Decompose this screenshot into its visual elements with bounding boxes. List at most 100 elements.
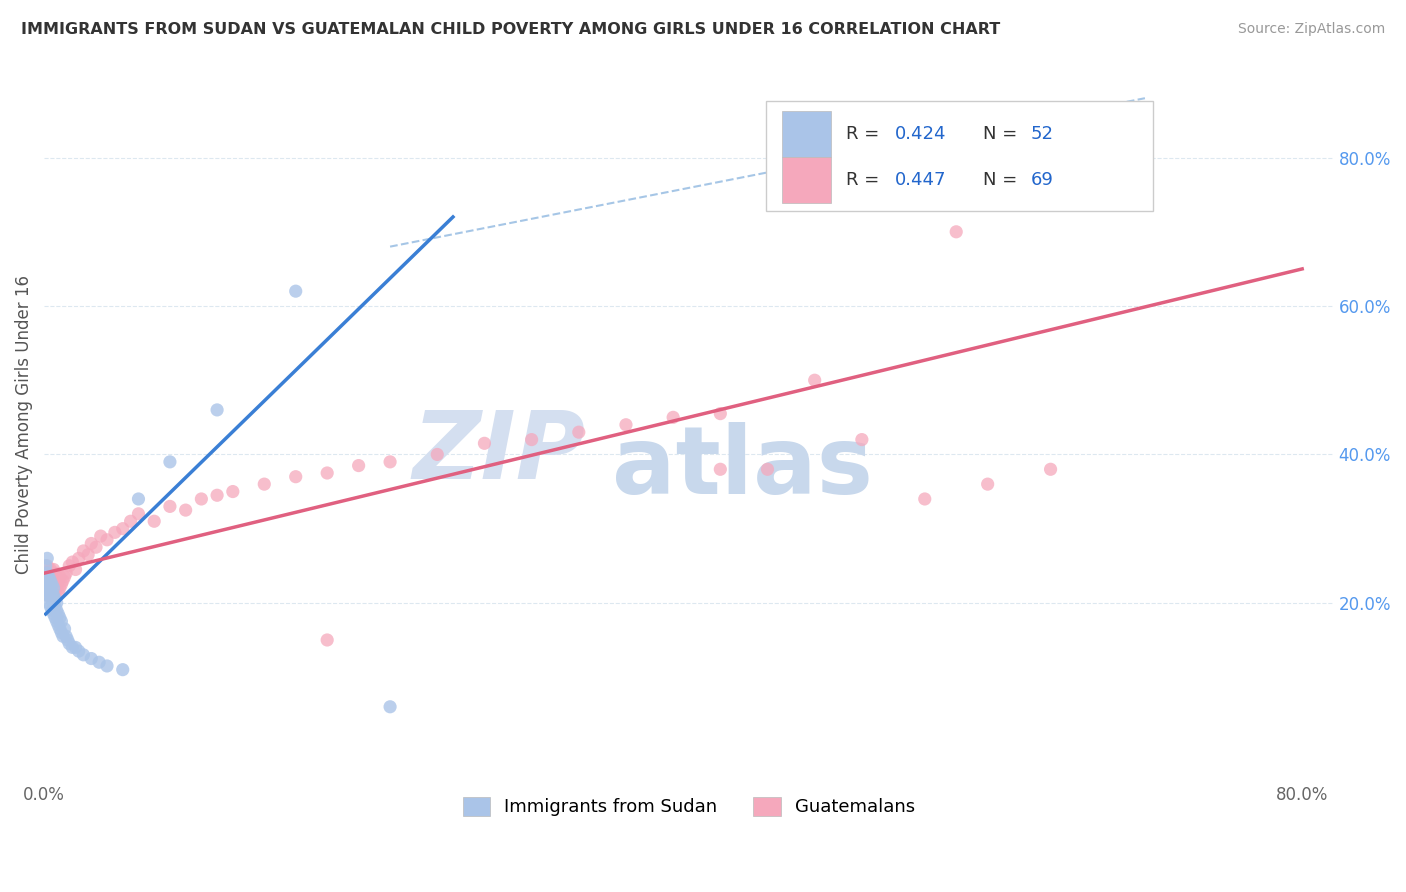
Point bbox=[39, 599, 62, 614]
Point bbox=[45, 615, 67, 629]
Point bbox=[44, 611, 66, 625]
Point bbox=[222, 484, 245, 499]
Point bbox=[56, 632, 79, 647]
Point bbox=[45, 581, 67, 595]
Point bbox=[46, 607, 69, 621]
Point bbox=[42, 607, 65, 621]
Point bbox=[159, 500, 181, 514]
Point bbox=[38, 577, 60, 591]
Point bbox=[914, 491, 936, 506]
Point bbox=[37, 558, 59, 573]
Point bbox=[34, 581, 56, 595]
Point bbox=[190, 491, 212, 506]
Point bbox=[39, 574, 62, 588]
Point bbox=[55, 629, 77, 643]
Point bbox=[67, 551, 90, 566]
Point bbox=[65, 640, 87, 655]
Point bbox=[120, 514, 142, 528]
Point bbox=[84, 540, 107, 554]
Point bbox=[159, 455, 181, 469]
Text: 69: 69 bbox=[1031, 171, 1053, 189]
Text: N =: N = bbox=[983, 125, 1024, 143]
Point bbox=[284, 284, 307, 298]
Point bbox=[52, 574, 75, 588]
Point bbox=[80, 651, 103, 665]
Point bbox=[45, 596, 67, 610]
FancyBboxPatch shape bbox=[782, 157, 831, 203]
Point bbox=[41, 589, 63, 603]
Point bbox=[53, 622, 76, 636]
Point bbox=[205, 488, 228, 502]
Point bbox=[62, 555, 84, 569]
Point bbox=[44, 592, 66, 607]
Point bbox=[127, 507, 149, 521]
Point bbox=[90, 529, 112, 543]
Point bbox=[662, 410, 685, 425]
Point bbox=[52, 629, 75, 643]
Point bbox=[49, 581, 72, 595]
Point bbox=[976, 477, 998, 491]
Point bbox=[568, 425, 591, 440]
Point bbox=[316, 632, 339, 647]
Point bbox=[49, 570, 72, 584]
Text: N =: N = bbox=[983, 171, 1024, 189]
Point bbox=[39, 584, 62, 599]
Point bbox=[111, 663, 134, 677]
Point bbox=[42, 584, 65, 599]
Point bbox=[80, 536, 103, 550]
Point bbox=[53, 570, 76, 584]
Point bbox=[55, 566, 77, 581]
Point bbox=[46, 618, 69, 632]
Point bbox=[37, 574, 59, 588]
Point bbox=[42, 589, 65, 603]
Point bbox=[41, 566, 63, 581]
Point bbox=[104, 525, 127, 540]
Point bbox=[44, 577, 66, 591]
Point bbox=[49, 622, 72, 636]
Point bbox=[756, 462, 779, 476]
Point bbox=[51, 577, 73, 591]
Point bbox=[46, 584, 69, 599]
Point bbox=[41, 592, 63, 607]
Point bbox=[89, 655, 111, 669]
Point bbox=[72, 648, 94, 662]
FancyBboxPatch shape bbox=[766, 101, 1153, 211]
Text: R =: R = bbox=[846, 171, 886, 189]
Point bbox=[38, 566, 60, 581]
Point bbox=[284, 469, 307, 483]
Point bbox=[67, 644, 90, 658]
Point bbox=[44, 566, 66, 581]
Point bbox=[41, 603, 63, 617]
Point bbox=[96, 533, 118, 547]
Point bbox=[378, 699, 401, 714]
Text: Source: ZipAtlas.com: Source: ZipAtlas.com bbox=[1237, 22, 1385, 37]
Point bbox=[44, 599, 66, 614]
Point bbox=[49, 611, 72, 625]
Point bbox=[38, 570, 60, 584]
Point bbox=[38, 589, 60, 603]
Point bbox=[426, 447, 449, 461]
Point bbox=[41, 577, 63, 591]
Text: R =: R = bbox=[846, 125, 886, 143]
Y-axis label: Child Poverty Among Girls Under 16: Child Poverty Among Girls Under 16 bbox=[15, 276, 32, 574]
Point bbox=[39, 562, 62, 576]
Point bbox=[51, 615, 73, 629]
Point bbox=[62, 640, 84, 655]
Point bbox=[37, 574, 59, 588]
Text: 52: 52 bbox=[1031, 125, 1053, 143]
Point bbox=[37, 551, 59, 566]
Point bbox=[42, 581, 65, 595]
Point bbox=[41, 577, 63, 591]
Point bbox=[709, 407, 731, 421]
Point bbox=[42, 574, 65, 588]
Point bbox=[253, 477, 276, 491]
Point bbox=[39, 574, 62, 588]
Point bbox=[37, 566, 59, 581]
Point bbox=[51, 625, 73, 640]
Point bbox=[34, 566, 56, 581]
Point bbox=[205, 403, 228, 417]
Point bbox=[127, 491, 149, 506]
Point bbox=[45, 570, 67, 584]
Point bbox=[42, 562, 65, 576]
Point bbox=[45, 603, 67, 617]
